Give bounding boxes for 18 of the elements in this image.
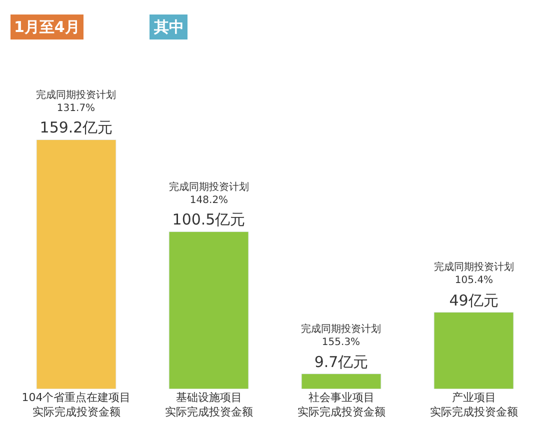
data-label: 159.2亿元: [40, 118, 113, 137]
annotation: 完成同期投资计划105.4%: [434, 261, 514, 286]
data-label: 49亿元: [449, 291, 498, 310]
x-tick-label: 社会事业项目实际完成投资金额: [297, 391, 386, 418]
data-label: 100.5亿元: [172, 210, 246, 229]
chart-title: 1月至4月: [14, 18, 80, 36]
bar: [301, 374, 382, 389]
annotation: 完成同期投资计划155.3%: [301, 323, 381, 348]
text: 其中: [153, 18, 184, 36]
bar: [434, 312, 514, 389]
bar: [36, 139, 116, 389]
data-label: 9.7亿元: [314, 352, 368, 371]
x-tick-label: 基础设施项目实际完成投资金额: [164, 391, 253, 418]
x-tick-label: 104个省重点在建项目实际完成投资金额: [22, 391, 131, 418]
x-tick-label: 产业项目实际完成投资金额: [430, 391, 518, 418]
bar: [168, 231, 249, 389]
annotation: 完成同期投资计划131.7%: [36, 89, 116, 114]
annotation: 完成同期投资计划148.2%: [169, 181, 249, 206]
